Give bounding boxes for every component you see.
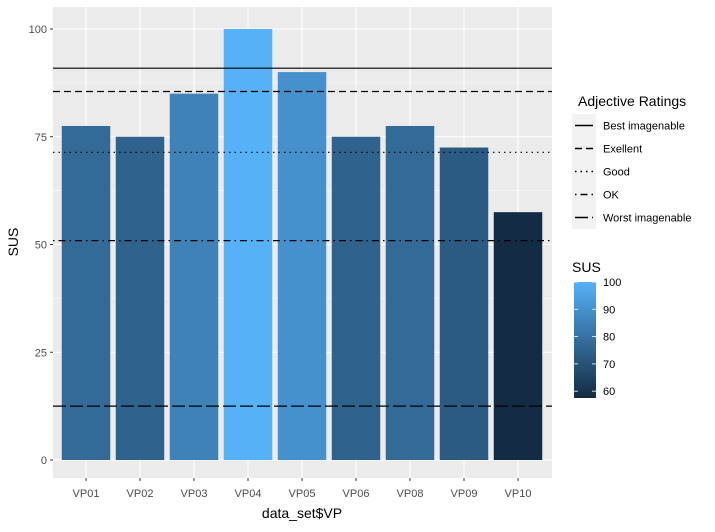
- x-tick-label-vp05: VP05: [289, 488, 316, 500]
- x-tick-label-vp01: VP01: [73, 488, 100, 500]
- x-tick-label-vp02: VP02: [127, 488, 154, 500]
- sus-color-legend: SUS 60 70 80 90 100: [572, 259, 621, 398]
- sus-colorbar-label-60: 60: [603, 386, 615, 398]
- y-tick-label-0: 0: [41, 455, 47, 467]
- x-tick-label-vp04: VP04: [235, 488, 262, 500]
- sus-colorbar-label-100: 100: [603, 277, 621, 289]
- y-axis: 0 25 50 75 100: [29, 24, 53, 467]
- adjective-legend-key-background: [572, 160, 596, 183]
- adjective-ratings-legend: Adjective Ratings Best imagenable Exellen…: [572, 93, 691, 229]
- y-tick-label-50: 50: [35, 240, 47, 252]
- sus-colorbar: [574, 282, 596, 398]
- sus-colorbar-label-90: 90: [603, 304, 615, 316]
- x-tick-label-vp03: VP03: [181, 488, 208, 500]
- y-axis-title: SUS: [5, 228, 21, 257]
- x-tick-label-vp06: VP06: [343, 488, 370, 500]
- x-tick-label-vp08: VP08: [397, 488, 424, 500]
- sus-color-legend-title: SUS: [572, 259, 601, 275]
- bar-vp03: [169, 93, 219, 461]
- y-tick-label-100: 100: [29, 24, 47, 36]
- adjective-legend-label: Worst imagenable: [603, 213, 691, 225]
- x-axis: VP01 VP02 VP03 VP04 VP05 VP06 VP08 VP09 VP10: [73, 478, 532, 500]
- x-axis-title: data_set$VP: [262, 505, 342, 521]
- adjective-legend-label: Good: [603, 167, 630, 179]
- sus-colorbar-label-80: 80: [603, 332, 615, 344]
- adjective-legend-label: OK: [603, 190, 620, 202]
- bar-vp08: [385, 125, 435, 460]
- reference-lines-layer: [53, 67, 552, 407]
- x-tick-label-vp09: VP09: [451, 488, 478, 500]
- y-tick-label-25: 25: [35, 347, 47, 359]
- bar-vp05: [277, 72, 327, 460]
- adjective-legend-label: Best imagenable: [603, 121, 685, 133]
- x-tick-label-vp10: VP10: [505, 488, 532, 500]
- bar-vp02: [115, 136, 165, 460]
- sus-colorbar-ticks: 60 70 80 90 100: [574, 277, 621, 398]
- bar-vp04: [223, 29, 273, 460]
- bar-vp10: [493, 212, 543, 460]
- adjective-legend-key-background: [572, 137, 596, 160]
- bar-vp09: [439, 147, 489, 460]
- adjective-ratings-legend-items: Best imagenable Exellent Good OK Worst image…: [572, 114, 691, 229]
- adjective-legend-label: Exellent: [603, 144, 642, 156]
- y-tick-label-75: 75: [35, 132, 47, 144]
- bar-vp06: [331, 136, 381, 460]
- adjective-ratings-legend-title: Adjective Ratings: [578, 93, 686, 109]
- sus-colorbar-label-70: 70: [603, 359, 615, 371]
- bar-vp01: [61, 125, 111, 460]
